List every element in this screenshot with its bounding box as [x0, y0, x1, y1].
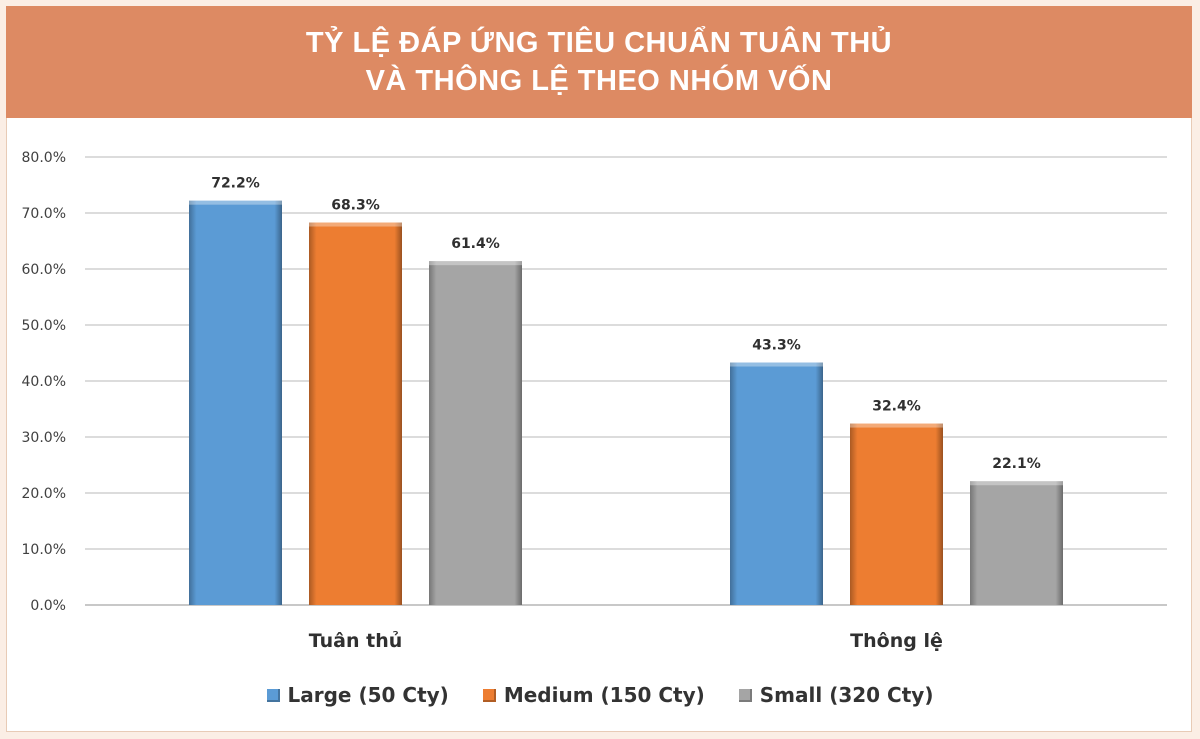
legend-label: Small (320 Cty): [759, 683, 934, 707]
y-tick-label: 30.0%: [22, 430, 66, 446]
chart-legend: Large (50 Cty) Medium (150 Cty) Small (320…: [0, 680, 1200, 710]
bar-highlight: [730, 362, 823, 367]
legend-item: Small (320 Cty): [738, 683, 934, 707]
legend-item: Large (50 Cty): [266, 683, 449, 707]
bar-highlight: [429, 261, 522, 266]
data-label: 43.3%: [752, 338, 801, 354]
y-tick-label: 10.0%: [22, 542, 66, 558]
bar-bevel: [850, 423, 943, 605]
legend-swatch: [266, 688, 280, 702]
y-tick-label: 20.0%: [22, 486, 66, 502]
bar-bevel: [309, 222, 402, 605]
bar-highlight: [970, 481, 1063, 486]
data-label: 68.3%: [331, 198, 380, 214]
data-label: 72.2%: [211, 176, 260, 192]
y-tick-label: 40.0%: [22, 374, 66, 390]
legend-swatch: [482, 688, 496, 702]
chart-title-line-1: TỶ LỆ ĐÁP ỨNG TIÊU CHUẨN TUÂN THỦ: [305, 27, 893, 59]
data-label: 32.4%: [872, 399, 921, 415]
legend-swatch: [738, 688, 752, 702]
legend-label: Large (50 Cty): [287, 683, 449, 707]
data-label: 61.4%: [451, 236, 500, 252]
bar-bevel: [189, 200, 282, 605]
chart-title-banner: TỶ LỆ ĐÁP ỨNG TIÊU CHUẨN TUÂN THỦ VÀ THÔ…: [6, 6, 1192, 118]
bar-bevel: [730, 362, 823, 605]
legend-label: Medium (150 Cty): [503, 683, 705, 707]
bar-bevel: [970, 481, 1063, 605]
bar-highlight: [850, 423, 943, 428]
y-tick-label: 60.0%: [22, 262, 66, 278]
bar-highlight: [189, 200, 282, 205]
y-tick-label: 50.0%: [22, 318, 66, 334]
chart-title-line-2: VÀ THÔNG LỆ THEO NHÓM VỐN: [365, 65, 833, 97]
y-tick-label: 80.0%: [22, 150, 66, 166]
x-category-label: Tuân thủ: [309, 630, 403, 652]
y-tick-label: 0.0%: [30, 598, 66, 614]
bar-highlight: [309, 222, 402, 227]
y-tick-label: 70.0%: [22, 206, 66, 222]
legend-item: Medium (150 Cty): [482, 683, 705, 707]
bar-bevel: [429, 261, 522, 605]
x-category-label: Thông lệ: [850, 630, 943, 652]
data-label: 22.1%: [992, 456, 1041, 472]
